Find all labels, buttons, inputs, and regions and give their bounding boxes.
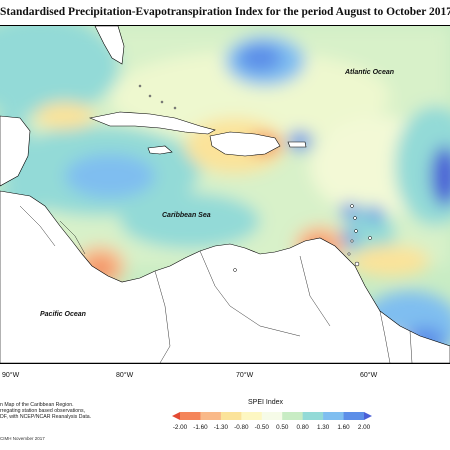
legend-swatch [343,412,365,420]
land-cuba [88,111,216,135]
legend-swatch [282,412,303,420]
map-notes: n Map of the Caribbean Region. rregating… [0,402,91,420]
border-suriname [409,330,413,363]
island-barbados [368,236,372,240]
legend-tick-label: 0.50 [276,424,289,431]
note-line-2: rregating station based observations, [0,408,86,414]
longitude-label-70w: 70°W [236,372,254,379]
legend-tick-label: -0.50 [254,424,269,431]
wet-area-south [120,193,260,249]
legend-title: SPEI Index [248,399,284,406]
legend-swatch [180,412,201,420]
island-bahamas-3 [173,106,177,110]
legend-swatch-max [364,412,372,420]
wet-spot-antilles-1 [340,203,360,219]
island-aruba [233,268,237,272]
island-dominica [353,216,357,220]
legend-tick-label: 1.60 [337,424,350,431]
longitude-label-60w: 60°W [360,372,378,379]
land-florida [94,26,125,65]
border-colombia-venezuela [199,250,301,337]
dry-area-cayman [35,102,95,130]
longitude-label-80w: 80°W [116,372,134,379]
wet-area-central-core [65,154,155,198]
island-trinidad [354,261,360,267]
land-yucatan [0,115,31,187]
land-puerto-rico [287,141,307,148]
neutral-band-north [110,51,390,141]
wet-spot-antilles-2 [367,206,383,222]
label-pacific-ocean: Pacific Ocean [40,311,86,318]
island-st-vincent [350,239,354,243]
border-nicaragua [59,220,86,255]
land-masses [0,26,450,363]
land-jamaica [147,145,173,155]
map-title: Standardised Precipitation-Evapotranspir… [0,6,450,18]
island-bahamas-1 [148,94,152,98]
note-line-1: n Map of the Caribbean Region. [0,402,74,408]
small-islands [138,84,372,272]
island-grenada [347,252,351,256]
spei-map: Atlantic Ocean Caribbean Sea Pacific Oce… [0,25,450,364]
legend-swatch [261,412,283,420]
wet-area-north-core [238,44,282,72]
legend-swatch [302,412,324,420]
land-central-south-america [0,190,450,363]
label-atlantic-ocean: Atlantic Ocean [344,69,394,76]
legend-tick-label: -0.80 [234,424,249,431]
longitude-label-90w: 90°W [2,372,20,379]
wet-area-pr [288,131,312,151]
map-svg: Atlantic Ocean Caribbean Sea Pacific Oce… [0,26,450,363]
border-honduras [19,205,56,247]
legend-tick-label: -2.00 [172,424,188,431]
legend-swatch [323,412,344,420]
island-st-lucia [354,229,358,233]
legend-tick-label: 1.30 [316,424,330,431]
land-hispaniola [209,131,281,157]
island-antigua [350,204,354,208]
legend-swatches [172,412,372,420]
legend-swatch [200,412,222,420]
legend-swatch-min [172,412,180,420]
wet-area-gulf [0,26,120,116]
border-venezuela-east [299,255,331,327]
border-ecuador [154,270,171,363]
credit-text: CIMH November 2017 [0,436,45,441]
legend-swatch [220,412,242,420]
legend-tick-label: -1.60 [193,424,208,431]
country-borders [19,205,413,363]
legend-tick-label: 0.80 [296,424,309,431]
legend-colorbar [172,412,372,420]
border-guyana [379,310,391,363]
dry-area-east [350,245,430,277]
legend-ticks: -2.00 -1.60 -1.30 -0.80 -0.50 0.50 0.80 1.30 1.6… [166,424,376,434]
note-line-3: DF, with NCEP/NCAR Reanalysis Data. [0,414,92,420]
legend-swatch [241,412,263,420]
legend-tick-label: 2.00 [357,424,371,431]
legend-tick-label: -1.30 [213,424,229,431]
island-bahamas-2 [160,100,164,104]
very-wet-east [431,146,450,206]
label-caribbean-sea: Caribbean Sea [162,212,211,219]
island-bahamas-4 [138,84,142,88]
